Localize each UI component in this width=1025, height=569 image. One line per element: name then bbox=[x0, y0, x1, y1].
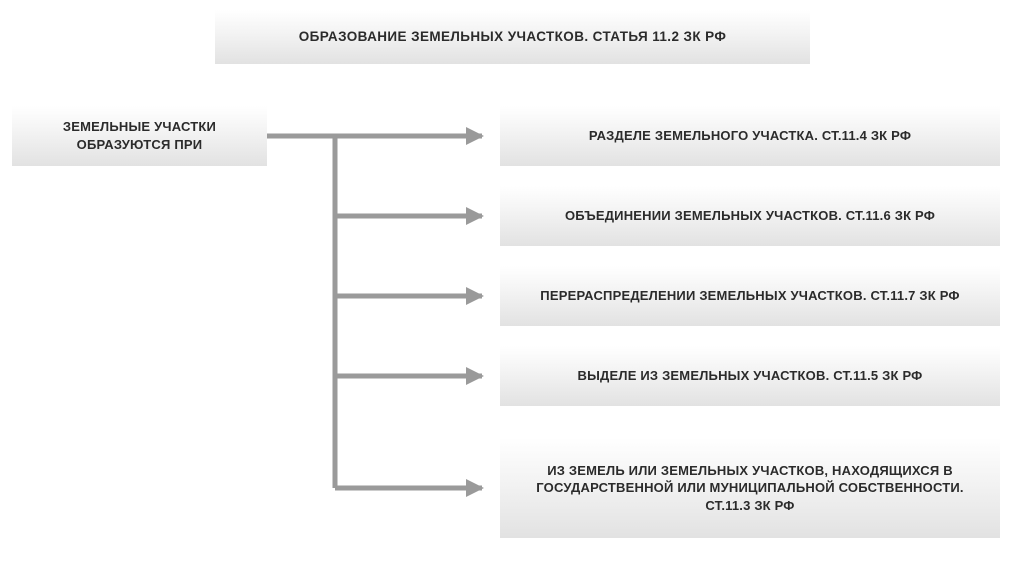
diagram-title-text: ОБРАЗОВАНИЕ ЗЕМЕЛЬНЫХ УЧАСТКОВ. СТАТЬЯ 1… bbox=[299, 28, 727, 46]
diagram-title-node: ОБРАЗОВАНИЕ ЗЕМЕЛЬНЫХ УЧАСТКОВ. СТАТЬЯ 1… bbox=[215, 10, 810, 64]
target-node-3: ПЕРЕРАСПРЕДЕЛЕНИИ ЗЕМЕЛЬНЫХ УЧАСТКОВ. СТ… bbox=[500, 266, 1000, 326]
target-node-5-text: ИЗ ЗЕМЕЛЬ ИЛИ ЗЕМЕЛЬНЫХ УЧАСТКОВ, НАХОДЯ… bbox=[514, 462, 986, 515]
target-node-2-text: ОБЪЕДИНЕНИИ ЗЕМЕЛЬНЫХ УЧАСТКОВ. СТ.11.6 … bbox=[565, 207, 935, 225]
target-node-1: РАЗДЕЛЕ ЗЕМЕЛЬНОГО УЧАСТКА. СТ.11.4 ЗК Р… bbox=[500, 106, 1000, 166]
target-node-5: ИЗ ЗЕМЕЛЬ ИЛИ ЗЕМЕЛЬНЫХ УЧАСТКОВ, НАХОДЯ… bbox=[500, 438, 1000, 538]
target-node-1-text: РАЗДЕЛЕ ЗЕМЕЛЬНОГО УЧАСТКА. СТ.11.4 ЗК Р… bbox=[589, 127, 911, 145]
target-node-4-text: ВЫДЕЛЕ ИЗ ЗЕМЕЛЬНЫХ УЧАСТКОВ. СТ.11.5 ЗК… bbox=[578, 367, 923, 385]
source-node: ЗЕМЕЛЬНЫЕ УЧАСТКИ ОБРАЗУЮТСЯ ПРИ bbox=[12, 106, 267, 166]
source-node-text: ЗЕМЕЛЬНЫЕ УЧАСТКИ ОБРАЗУЮТСЯ ПРИ bbox=[26, 118, 253, 153]
target-node-4: ВЫДЕЛЕ ИЗ ЗЕМЕЛЬНЫХ УЧАСТКОВ. СТ.11.5 ЗК… bbox=[500, 346, 1000, 406]
target-node-2: ОБЪЕДИНЕНИИ ЗЕМЕЛЬНЫХ УЧАСТКОВ. СТ.11.6 … bbox=[500, 186, 1000, 246]
target-node-3-text: ПЕРЕРАСПРЕДЕЛЕНИИ ЗЕМЕЛЬНЫХ УЧАСТКОВ. СТ… bbox=[540, 287, 959, 305]
